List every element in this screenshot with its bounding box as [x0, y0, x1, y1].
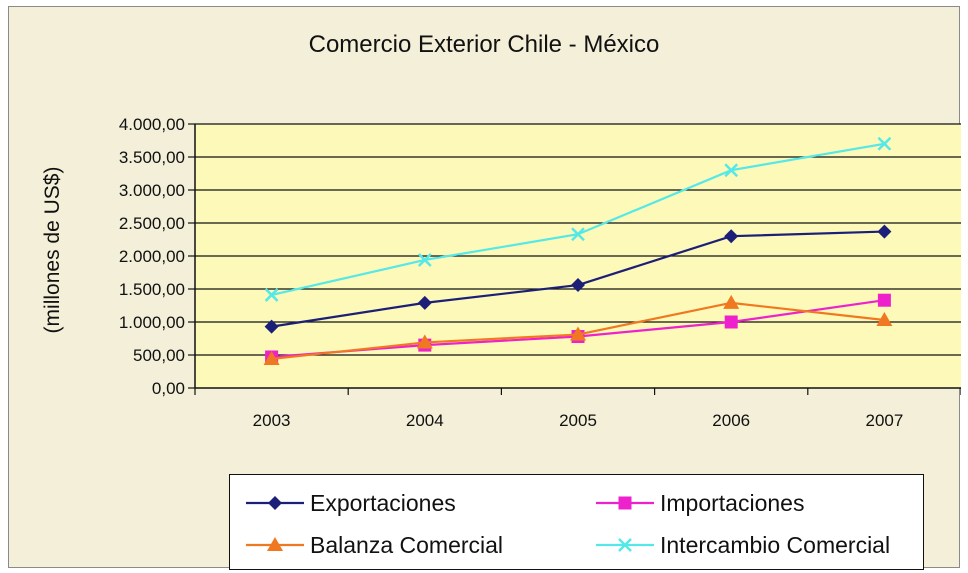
- data-point: [264, 319, 279, 334]
- legend-label: Importaciones: [660, 489, 805, 516]
- y-tick-label: 2.500,00: [119, 214, 185, 233]
- legend-swatch: [246, 537, 304, 551]
- legend-swatch: [596, 496, 654, 510]
- data-point: [417, 253, 432, 267]
- plot-svg: 0,00 500,00 1.000,00 1.500,00 2.000,00 2.500,…: [41, 115, 961, 430]
- legend-label: Intercambio Comercial: [660, 531, 891, 558]
- data-point: [264, 288, 279, 302]
- data-point: [724, 229, 739, 244]
- data-point: [416, 334, 433, 349]
- legend-swatch: [246, 496, 304, 510]
- legend-marker: [618, 538, 632, 552]
- data-point: [723, 294, 740, 309]
- data-point: [417, 295, 432, 310]
- x-tick-label: 2004: [406, 411, 444, 430]
- data-point: [877, 224, 892, 239]
- x-tick-label: 2003: [253, 411, 291, 430]
- y-tick-label: 3.500,00: [119, 148, 185, 167]
- data-point: [570, 326, 586, 341]
- legend-marker: [267, 537, 283, 551]
- x-tick-label: 2006: [712, 411, 750, 430]
- data-point: [571, 227, 585, 242]
- y-tick-label: 500,00: [133, 346, 185, 365]
- legend-label: Exportaciones: [310, 489, 456, 516]
- y-tick-label: 2.000,00: [119, 247, 185, 266]
- legend-marker: [268, 496, 282, 510]
- legend: Exportaciones Importaciones Balanza Comerc…: [229, 474, 924, 570]
- y-tick-label: 3.000,00: [119, 181, 185, 200]
- data-point: [724, 163, 739, 178]
- legend-item: Balanza Comercial: [244, 527, 503, 563]
- legend-item: Exportaciones: [244, 485, 456, 521]
- y-tick-label: 0,00: [152, 379, 185, 398]
- legend-label: Balanza Comercial: [310, 531, 504, 558]
- y-tick-label: 4.000,00: [119, 115, 185, 134]
- y-tick-label: 1.000,00: [119, 313, 185, 332]
- legend-marker: [618, 496, 632, 510]
- chart-title: Comercio Exterior Chile - México: [308, 31, 660, 58]
- y-axis-title: (millones de US$): [41, 167, 64, 334]
- chart-area: Comercio Exterior Chile - México 0,00 500…: [8, 6, 961, 570]
- y-tick-label: 1.500,00: [119, 280, 185, 299]
- data-point: [876, 312, 893, 327]
- legend-item: Importaciones: [594, 485, 804, 521]
- data-point: [263, 350, 280, 365]
- legend-item: Intercambio Comercial: [594, 527, 890, 563]
- legend-swatch: [596, 538, 654, 552]
- x-tick-label: 2005: [559, 411, 597, 430]
- data-point: [877, 136, 892, 151]
- data-point: [724, 315, 738, 329]
- x-tick-label: 2007: [865, 411, 903, 430]
- data-point: [571, 278, 585, 293]
- data-point: [877, 293, 891, 307]
